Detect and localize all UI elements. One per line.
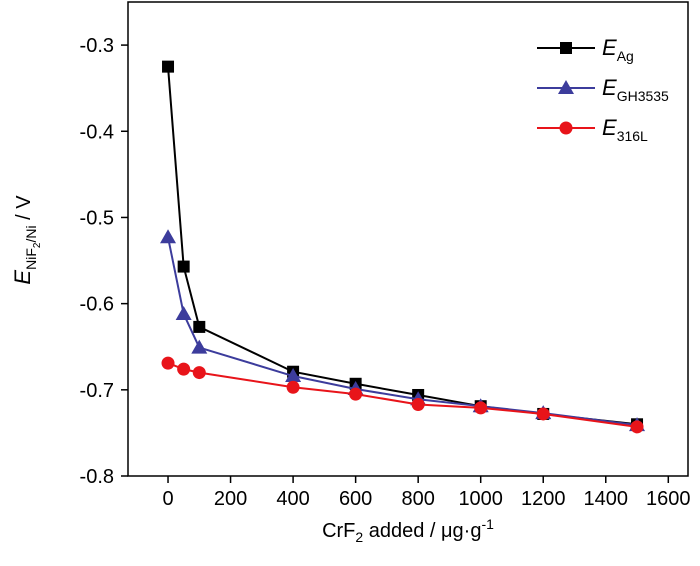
- legend-label: EAg: [602, 35, 634, 64]
- x-tick-label: 1000: [458, 488, 503, 510]
- marker: [177, 260, 190, 273]
- y-tick-label: -0.7: [80, 380, 114, 402]
- marker: [175, 305, 192, 320]
- x-tick-label: 600: [339, 488, 372, 510]
- y-tick-label: -0.4: [80, 121, 114, 143]
- marker: [162, 60, 175, 73]
- y-axis-label: ENiF2/Ni / V: [10, 195, 43, 285]
- x-tick-label: 400: [276, 488, 309, 510]
- y-tick-label: -0.3: [80, 35, 114, 57]
- legend-marker: [558, 80, 574, 94]
- legend-marker: [560, 42, 572, 54]
- x-tick-label: 800: [401, 488, 434, 510]
- x-tick-label: 200: [214, 488, 247, 510]
- x-tick-label: 1200: [521, 488, 566, 510]
- series-line: [167, 362, 638, 428]
- marker: [349, 387, 363, 401]
- x-tick-label: 0: [162, 488, 173, 510]
- marker: [474, 401, 488, 415]
- x-tick-label: 1600: [646, 488, 691, 510]
- marker: [192, 366, 206, 380]
- marker: [285, 368, 302, 383]
- marker: [286, 380, 300, 394]
- series-line: [167, 66, 638, 426]
- x-tick-label: 1400: [584, 488, 629, 510]
- marker: [177, 362, 191, 376]
- marker: [411, 397, 425, 411]
- marker: [193, 320, 206, 333]
- x-axis-label: CrF2 added / μg·g-1: [322, 516, 494, 545]
- legend-marker: [559, 121, 573, 135]
- marker: [160, 229, 177, 244]
- marker: [630, 420, 644, 434]
- marker: [536, 407, 550, 421]
- y-tick-label: -0.5: [80, 207, 114, 229]
- legend-label: EGH3535: [602, 75, 669, 104]
- y-tick-label: -0.8: [80, 466, 114, 488]
- plot-frame: [127, 1, 689, 477]
- series-line: [167, 237, 638, 427]
- marker: [161, 356, 175, 370]
- y-tick-label: -0.6: [80, 294, 114, 316]
- marker: [191, 339, 208, 354]
- legend-label: E316L: [602, 115, 648, 144]
